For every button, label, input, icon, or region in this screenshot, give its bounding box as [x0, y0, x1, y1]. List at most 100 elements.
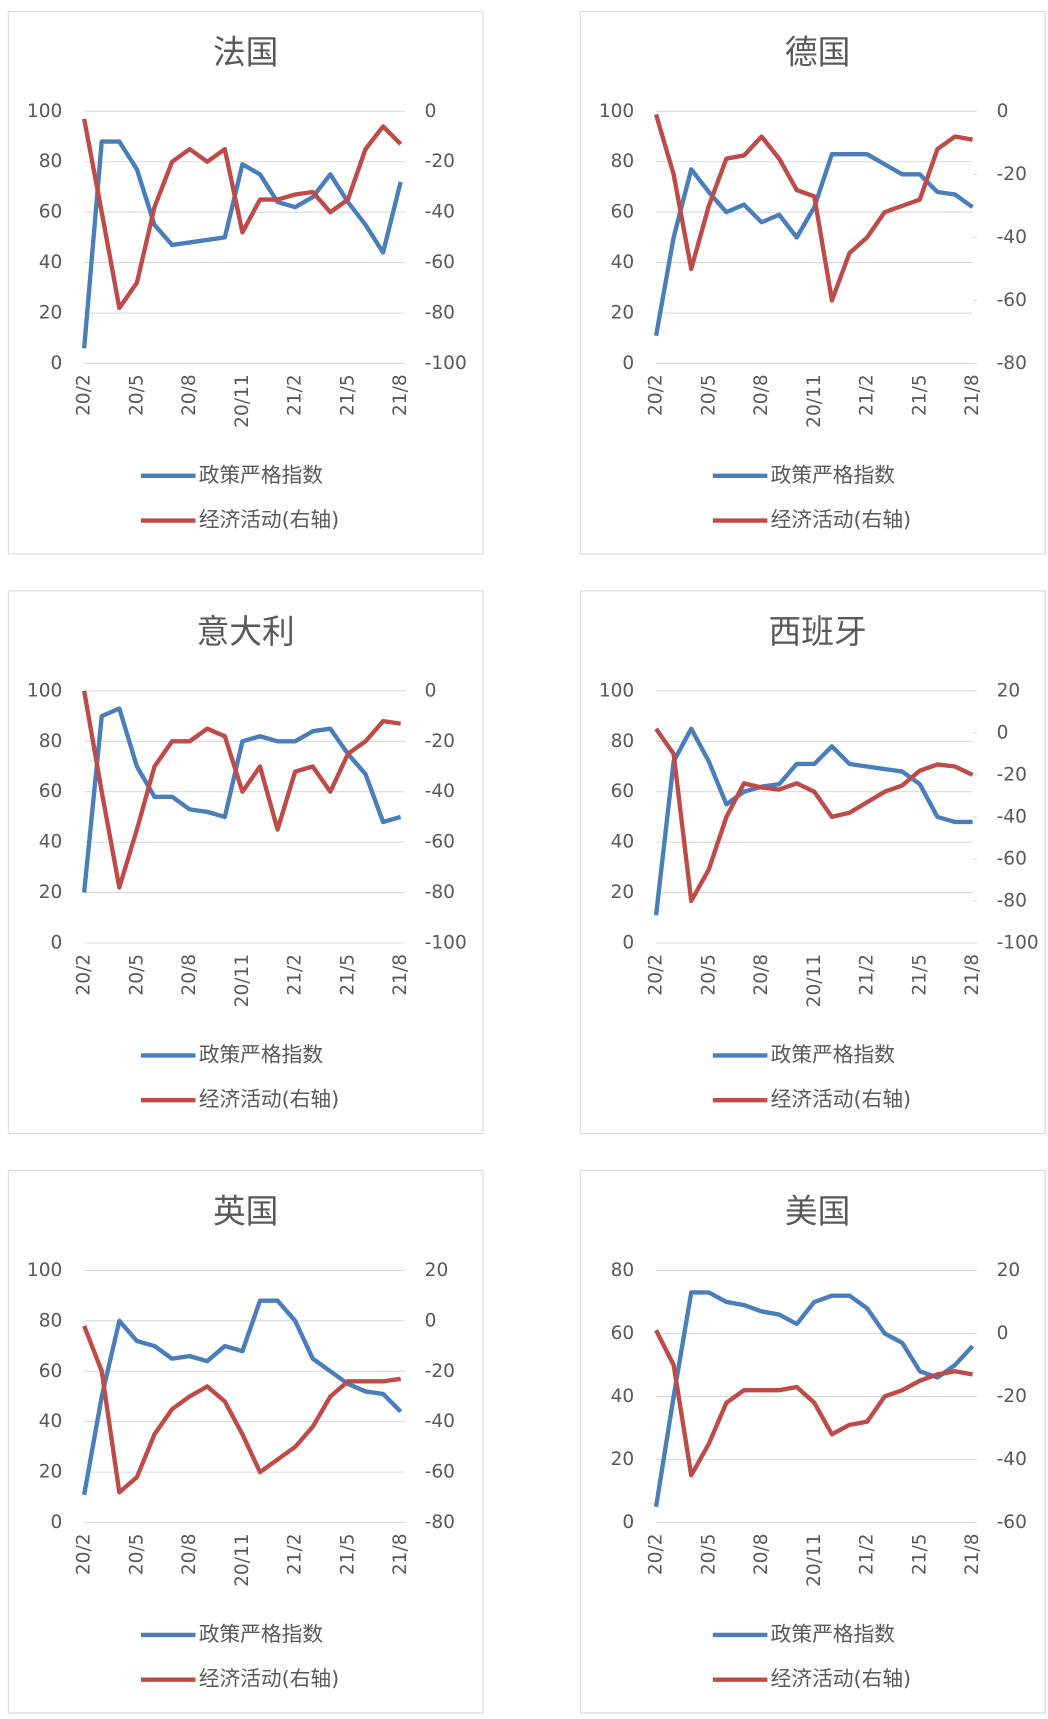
y-tick-label: 0	[622, 353, 634, 374]
y-tick-label: 60	[611, 1323, 635, 1344]
y2-tick-label: -100	[425, 353, 467, 374]
y2-tick-label: -100	[425, 932, 467, 953]
panel-border	[579, 10, 1046, 555]
x-tick-label: 21/5	[909, 954, 930, 996]
y2-tick-label: -40	[425, 781, 455, 802]
x-tick-label: 20/11	[232, 954, 253, 1007]
y-tick-label: 60	[39, 781, 63, 802]
legend-label: 经济活动(右轴)	[771, 1087, 911, 1111]
legend-label: 经济活动(右轴)	[199, 1087, 339, 1111]
y2-tick-label: 20	[997, 1260, 1021, 1281]
y-tick-label: 60	[611, 202, 635, 223]
x-tick-label: 20/8	[751, 374, 772, 416]
y-tick-label: 80	[39, 1310, 63, 1331]
x-tick-label: 20/8	[751, 1533, 772, 1575]
y2-tick-label: -40	[997, 227, 1027, 248]
chart-title: 德国	[785, 34, 850, 72]
x-tick-label: 20/8	[179, 1533, 200, 1575]
y2-tick-label: -80	[425, 303, 455, 324]
y-tick-label: 40	[611, 1386, 635, 1407]
chart-panel: 德国 0 20 40 60 80 100 -80 -60 -40 -20 0 20/2 20/5 20/8 2…	[579, 10, 1046, 555]
y-tick-label: 80	[611, 1260, 635, 1281]
x-tick-label: 20/2	[74, 954, 95, 996]
series-line	[82, 690, 401, 890]
x-tick-label: 20/2	[74, 374, 95, 416]
x-tick-label: 20/11	[804, 954, 825, 1007]
x-tick-label: 20/5	[698, 374, 719, 416]
y2-tick-label: -40	[997, 1449, 1027, 1470]
y2-tick-label: -40	[425, 1411, 455, 1432]
x-tick-label: 21/8	[962, 374, 983, 416]
x-tick-label: 20/8	[179, 374, 200, 416]
legend-label: 政策严格指数	[199, 1622, 324, 1646]
y-tick-label: 40	[611, 832, 635, 853]
y-tick-label: 40	[611, 252, 635, 273]
y-tick-label: 100	[27, 1260, 62, 1281]
x-tick-label: 20/5	[126, 954, 147, 996]
x-tick-label: 21/5	[909, 374, 930, 416]
y2-tick-label: -80	[425, 1512, 455, 1533]
x-tick-label: 21/2	[857, 374, 878, 416]
y-tick-label: 0	[622, 1512, 634, 1533]
legend-label: 政策严格指数	[199, 463, 324, 487]
y-tick-label: 0	[622, 932, 634, 953]
y-tick-label: 40	[39, 832, 63, 853]
y-tick-label: 100	[599, 101, 634, 122]
y2-tick-label: 0	[425, 680, 437, 701]
y2-tick-label: -20	[425, 731, 455, 752]
chart-title: 意大利	[197, 613, 295, 651]
y-tick-label: 0	[51, 1512, 63, 1533]
panel-border	[7, 10, 484, 555]
y2-tick-label: -60	[425, 252, 455, 273]
x-tick-label: 20/11	[232, 374, 253, 427]
panel-border	[579, 590, 1046, 1134]
x-tick-label: 21/5	[337, 954, 358, 996]
chart-title: 西班牙	[768, 613, 866, 651]
y-tick-label: 20	[39, 882, 63, 903]
x-tick-label: 21/2	[285, 1533, 306, 1575]
y2-tick-label: 0	[425, 1310, 437, 1331]
y2-tick-label: -60	[997, 290, 1027, 311]
y-tick-label: 20	[611, 303, 635, 324]
x-tick-label: 20/11	[232, 1533, 253, 1586]
series-line	[82, 1325, 401, 1495]
x-tick-label: 20/2	[646, 954, 667, 996]
y-tick-label: 100	[599, 680, 634, 701]
y-tick-label: 20	[39, 1462, 63, 1483]
y2-tick-label: 20	[997, 680, 1021, 701]
legend-label: 政策严格指数	[199, 1042, 324, 1066]
x-tick-label: 21/5	[337, 1533, 358, 1575]
y2-tick-label: -20	[425, 151, 455, 172]
y-tick-label: 40	[39, 1411, 63, 1432]
series-line	[653, 1290, 975, 1508]
series-line	[82, 118, 403, 311]
y-tick-label: 80	[39, 151, 63, 172]
x-tick-label: 21/2	[285, 954, 306, 996]
y-tick-label: 80	[611, 151, 635, 172]
x-tick-label: 21/5	[337, 374, 358, 416]
x-tick-label: 20/2	[646, 374, 667, 416]
y2-tick-label: 0	[997, 1323, 1009, 1344]
chart-panel: 意大利 0 20 40 60 80 100 -100 -80 -60 -40 -20 0 20/2 20/5…	[7, 590, 484, 1134]
y-tick-label: 0	[51, 932, 63, 953]
chart-panel: 西班牙 0 20 40 60 80 100 -100 -80 -60 -40 -20 0 20 20/2 20…	[579, 590, 1046, 1134]
y-tick-label: 0	[51, 353, 63, 374]
legend-label: 经济活动(右轴)	[199, 1667, 339, 1691]
x-tick-label: 20/11	[804, 374, 825, 427]
y2-tick-label: -60	[425, 832, 455, 853]
chart-title: 英国	[213, 1193, 278, 1231]
chart-title: 法国	[213, 34, 278, 72]
x-tick-label: 21/2	[285, 374, 306, 416]
y-tick-label: 60	[611, 781, 635, 802]
chart-title: 美国	[785, 1193, 850, 1231]
legend-label: 政策严格指数	[771, 1622, 896, 1646]
series-line	[653, 726, 973, 916]
legend-label: 经济活动(右轴)	[771, 1667, 911, 1691]
x-tick-label: 21/8	[390, 1533, 411, 1575]
chart-panel: 美国 0 20 40 60 80 -60 -40 -20 0 20 20/2 20/5 20/8 20/11…	[579, 1170, 1046, 1714]
y-tick-label: 20	[611, 1449, 635, 1470]
x-tick-label: 21/8	[962, 954, 983, 996]
y2-tick-label: -20	[425, 1361, 455, 1382]
